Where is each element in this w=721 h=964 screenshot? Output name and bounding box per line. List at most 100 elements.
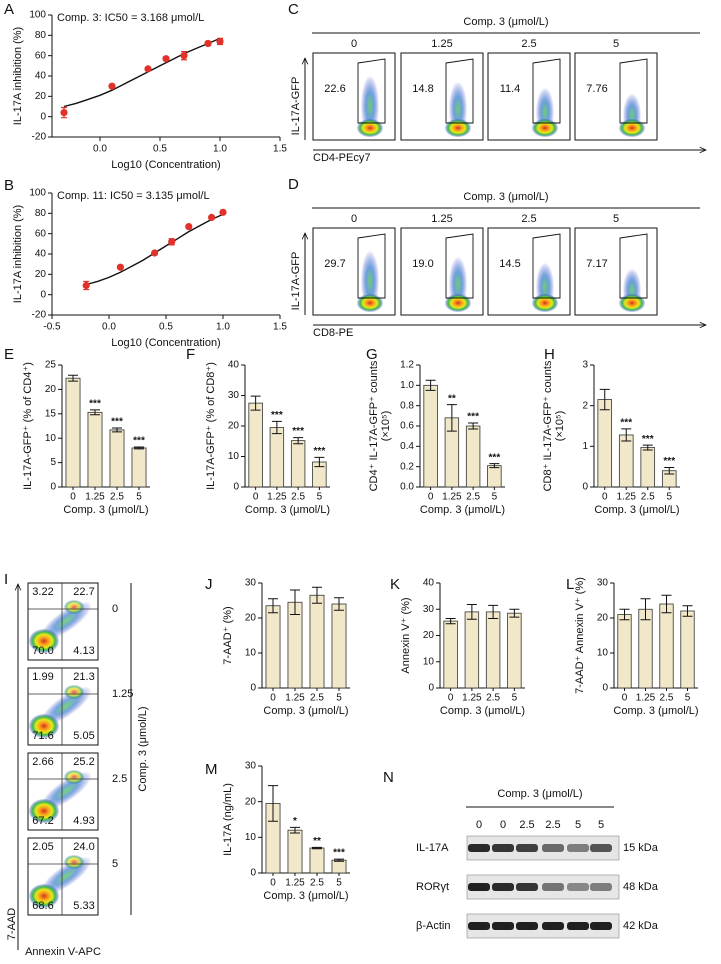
y-axis-title: (×10⁵) [554,411,566,442]
x-axis-title: Comp. 3 (μmol/L) [440,705,525,717]
x-tick-label: 5 [136,492,142,503]
y-tick-label: 10 [423,656,435,667]
cell-density [619,294,645,312]
y-tick-label: 2 [582,400,588,411]
quadrant-value: 68.6 [32,900,53,912]
x-axis-title: Comp. 3 (μmol/L) [594,504,679,516]
band [516,883,538,891]
error-bar [268,785,278,822]
cell-density [357,119,383,137]
band [492,844,514,852]
y-tick-label: 0.8 [400,400,414,411]
y-tick-label: 15 [45,408,57,419]
gate-value: 19.0 [412,258,433,270]
x-tick-label: 1.25 [85,492,105,503]
x-tick-label: 2.5 [466,492,480,503]
gate-value: 7.17 [586,258,607,270]
quadrant-value: 24.0 [73,841,94,853]
bar [269,427,285,488]
y-tick-label: 40 [423,578,435,589]
quadrant-value: 3.22 [32,586,53,598]
y-tick-label: 20 [228,421,240,432]
point [219,208,227,216]
quadrant-value: 1.99 [32,671,53,683]
cell-density [445,294,471,312]
panel-letter: L [566,576,574,593]
quadrant-value: 22.7 [73,586,94,598]
cell-density [64,600,84,614]
x-tick-label: 0.5 [153,144,167,155]
lane-label: 2.5 [519,819,534,831]
x-tick-label: 0.0 [102,322,116,333]
quadrant-value: 4.13 [73,645,94,657]
significance: ** [448,393,456,404]
x-tick-label: 0.5 [159,322,173,333]
quadrant-value: 67.2 [32,815,53,827]
y-tick-label: 40 [228,360,240,371]
x-tick-label: 5 [336,878,342,889]
panel-letter: K [390,576,400,593]
lane-label: 0 [476,819,482,831]
plot-frame [574,227,658,316]
y-axis-title: IL-17A inhibition (%) [12,205,24,303]
bar [464,611,480,689]
panel-letter: I [4,571,8,588]
quadrant-value: 71.6 [32,730,53,742]
significance: *** [111,417,123,428]
panel-letter: J [205,576,213,593]
bar [331,859,347,874]
bar [443,620,458,689]
y-tick-label: 1 [582,441,588,452]
error-bar [425,379,436,391]
column-label: 2.5 [521,213,536,225]
y-axis-title: IL-17A-GFP [290,252,302,311]
panel-letter: M [205,761,218,778]
bar [465,425,481,488]
point [180,52,188,60]
bar [287,829,303,874]
band [542,844,564,852]
band [492,922,514,930]
gate [445,233,474,299]
x-tick-label: 5 [492,492,498,503]
significance: *** [271,410,283,421]
y-tick-label: 60 [35,228,47,239]
x-tick-label: 0 [428,492,434,503]
bar [617,614,632,689]
point [144,65,152,73]
row-label: RORγt [416,881,449,893]
y-tick-label: 80 [35,30,47,41]
error-bar [90,409,100,416]
x-tick-label: 1.25 [285,693,305,704]
significance: *** [620,417,632,428]
band [516,844,538,852]
x-axis-title: Comp. 3 (μmol/L) [245,504,330,516]
x-tick-label: 5 [336,693,342,704]
y-tick-label: 20 [597,613,609,624]
error-bar [312,586,322,604]
band [590,922,612,930]
bar [265,605,281,689]
error-bar [134,446,144,450]
significance: *** [292,426,304,437]
band [590,844,612,852]
bar [640,447,656,488]
size-label: 48 kDa [623,881,659,893]
quadrant-value: 5.05 [73,730,94,742]
y-axis-title: (×10⁵) [380,411,392,442]
point [116,263,124,271]
column-label: 1.25 [431,38,452,50]
y-tick-label: 30 [423,604,435,615]
error-bar [271,420,282,435]
error-bar [489,463,500,469]
panel-letter: G [366,346,378,363]
gate-value: 29.7 [324,258,345,270]
gate-value: 11.4 [500,83,521,95]
cell-density [29,714,59,738]
error-bar [488,604,499,619]
y-tick-label: 20 [35,269,47,280]
panel-letter: B [4,177,14,194]
y-tick-label: 20 [45,384,57,395]
gate [532,233,561,299]
x-axis-title: Log10 (Concentration) [111,337,220,349]
